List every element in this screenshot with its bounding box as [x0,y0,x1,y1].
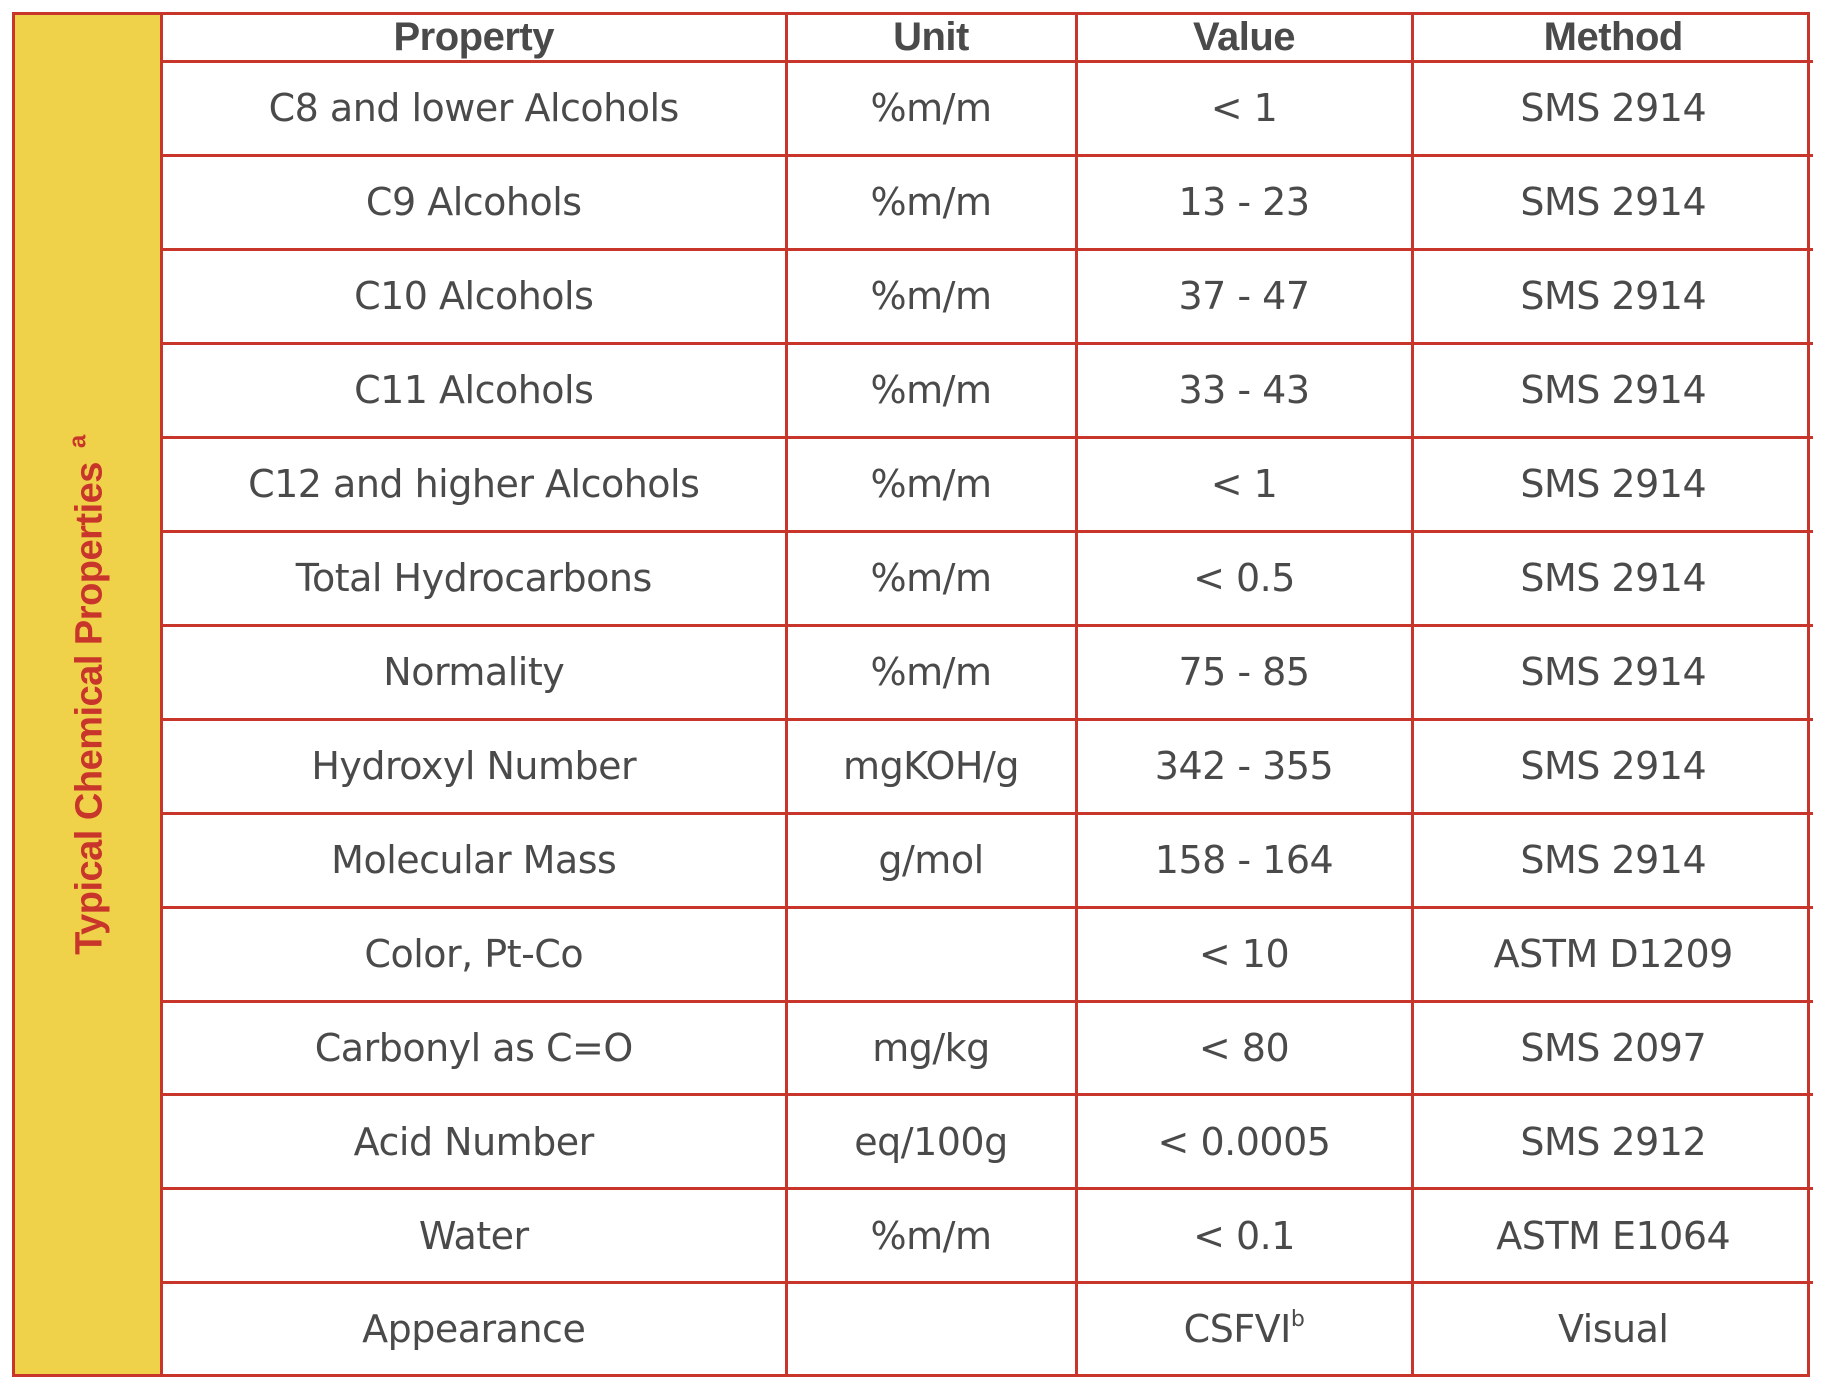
value-text: < 1 [1210,86,1278,131]
side-label-band: Typical Chemical Properties a [15,15,163,1374]
table-row: C12 and higher Alcohols %m/m < 1 SMS 291… [163,435,1813,533]
value-text: 13 - 23 [1178,180,1310,225]
cell-property: Water [163,1187,788,1285]
table-row: Color, Pt-Co < 10 ASTM D1209 [163,905,1813,1003]
table-row: C11 Alcohols %m/m 33 - 43 SMS 2914 [163,341,1813,439]
cell-property: Total Hydrocarbons [163,529,788,627]
value-text: 33 - 43 [1178,368,1310,413]
header-method: Method [1410,15,1813,63]
value-text: < 80 [1198,1026,1290,1070]
cell-unit: mgKOH/g [784,717,1078,815]
header-unit: Unit [784,15,1078,63]
cell-value: < 1 [1074,435,1414,533]
cell-unit [784,905,1078,1003]
header-value: Value [1074,15,1414,63]
table-row: Normality %m/m 75 - 85 SMS 2914 [163,623,1813,721]
header-property: Property [163,15,788,63]
cell-property: C10 Alcohols [163,247,788,345]
value-superscript: b [1290,1307,1305,1333]
cell-method: SMS 2914 [1410,60,1813,157]
cell-unit: %m/m [784,529,1078,627]
cell-unit: eq/100g [784,1093,1078,1191]
side-label-superscript: a [64,434,91,448]
cell-method: SMS 2914 [1410,435,1813,533]
table-row: Water %m/m < 0.1 ASTM E1064 [163,1187,1813,1285]
cell-method: SMS 2912 [1410,1093,1813,1191]
cell-property: C8 and lower Alcohols [163,60,788,157]
value-text: 75 - 85 [1178,650,1310,695]
cell-value: < 1 [1074,60,1414,157]
value-text: < 10 [1198,932,1290,977]
table-body: C8 and lower Alcohols %m/m < 1 SMS 2914 … [163,60,1813,1374]
cell-value: CSFVIb [1074,1281,1414,1374]
value-text: 342 - 355 [1154,744,1334,789]
cell-property: Hydroxyl Number [163,717,788,815]
cell-value: < 0.0005 [1074,1093,1414,1191]
cell-method: ASTM D1209 [1410,905,1813,1003]
table-row: C10 Alcohols %m/m 37 - 47 SMS 2914 [163,247,1813,345]
cell-property: Appearance [163,1281,788,1374]
value-text: 37 - 47 [1178,274,1310,319]
cell-value: 158 - 164 [1074,811,1414,909]
cell-unit: mg/kg [784,999,1078,1097]
table-row: C9 Alcohols %m/m 13 - 23 SMS 2914 [163,153,1813,251]
value-text: < 0.1 [1193,1213,1295,1258]
table-row: Molecular Mass g/mol 158 - 164 SMS 2914 [163,811,1813,909]
cell-method: SMS 2914 [1410,529,1813,627]
cell-property: Carbonyl as C=O [163,999,788,1097]
cell-value: 33 - 43 [1074,341,1414,439]
side-label-text: Typical Chemical Properties [68,461,110,955]
cell-property: Molecular Mass [163,811,788,909]
table-row: Carbonyl as C=O mg/kg < 80 SMS 2097 [163,999,1813,1097]
value-text: < 1 [1210,462,1278,507]
header-row: Property Unit Value Method [163,15,1813,63]
cell-unit [784,1281,1078,1374]
cell-method: SMS 2914 [1410,341,1813,439]
cell-value: 342 - 355 [1074,717,1414,815]
properties-table-container: Typical Chemical Properties a Property Un… [12,12,1813,1377]
cell-value: 13 - 23 [1074,153,1414,251]
table-row: Hydroxyl Number mgKOH/g 342 - 355 SMS 29… [163,717,1813,815]
cell-method: SMS 2914 [1410,153,1813,251]
side-label: Typical Chemical Properties a [64,435,111,955]
cell-method: SMS 2914 [1410,811,1813,909]
cell-method: ASTM E1064 [1410,1187,1813,1285]
cell-value: < 10 [1074,905,1414,1003]
cell-property: C12 and higher Alcohols [163,435,788,533]
cell-unit: %m/m [784,341,1078,439]
cell-unit: %m/m [784,435,1078,533]
cell-value: 37 - 47 [1074,247,1414,345]
cell-unit: g/mol [784,811,1078,909]
cell-method: SMS 2914 [1410,717,1813,815]
cell-method: Visual [1410,1281,1813,1374]
value-text: < 0.0005 [1157,1119,1331,1164]
properties-table: Property Unit Value Method C8 and lower … [163,15,1813,1374]
cell-method: SMS 2914 [1410,623,1813,721]
cell-value: < 0.1 [1074,1187,1414,1285]
cell-property: Acid Number [163,1093,788,1191]
table-row: Acid Number eq/100g < 0.0005 SMS 2912 [163,1093,1813,1191]
cell-unit: %m/m [784,1187,1078,1285]
value-text: < 0.5 [1193,556,1295,601]
cell-value: 75 - 85 [1074,623,1414,721]
cell-value: < 0.5 [1074,529,1414,627]
cell-unit: %m/m [784,60,1078,157]
table-row: C8 and lower Alcohols %m/m < 1 SMS 2914 [163,60,1813,157]
table-row: Appearance CSFVIb Visual [163,1281,1813,1374]
cell-property: Normality [163,623,788,721]
cell-unit: %m/m [784,247,1078,345]
cell-property: C9 Alcohols [163,153,788,251]
cell-unit: %m/m [784,153,1078,251]
value-text: CSFVI [1183,1307,1292,1352]
value-text: 158 - 164 [1154,838,1334,883]
cell-unit: %m/m [784,623,1078,721]
cell-property: C11 Alcohols [163,341,788,439]
table-wrapper: Property Unit Value Method C8 and lower … [163,15,1813,1374]
cell-value: < 80 [1074,999,1414,1097]
cell-method: SMS 2097 [1410,999,1813,1097]
table-row: Total Hydrocarbons %m/m < 0.5 SMS 2914 [163,529,1813,627]
cell-method: SMS 2914 [1410,247,1813,345]
cell-property: Color, Pt-Co [163,905,788,1003]
